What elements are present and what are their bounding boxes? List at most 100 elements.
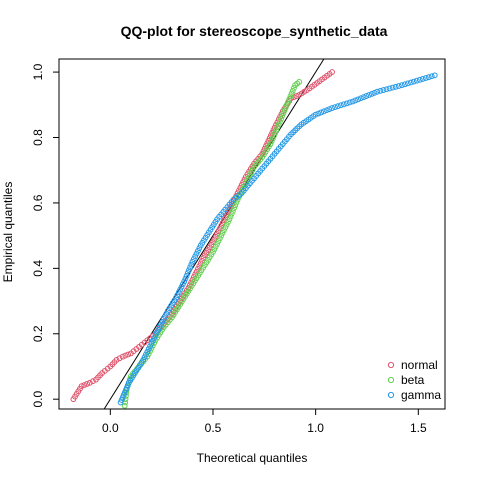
point	[404, 80, 411, 87]
reference-line-layer	[103, 58, 325, 410]
point	[214, 240, 220, 247]
point	[298, 121, 305, 128]
point	[279, 113, 286, 119]
point	[116, 355, 123, 362]
point	[374, 88, 381, 95]
series-normal	[70, 69, 335, 403]
point	[125, 351, 132, 358]
point	[219, 230, 226, 236]
point	[323, 107, 330, 114]
point	[247, 172, 253, 179]
point	[200, 255, 207, 261]
y-tick-label: 0.4	[31, 260, 45, 277]
point	[274, 124, 281, 131]
y-tick-label: 0.8	[31, 129, 45, 146]
point	[296, 78, 303, 85]
point	[422, 75, 429, 81]
point	[121, 402, 128, 409]
point	[174, 292, 181, 298]
point	[127, 350, 134, 357]
point	[226, 216, 233, 223]
point	[169, 314, 175, 321]
point	[193, 275, 200, 282]
point	[380, 87, 387, 93]
point	[306, 85, 313, 92]
point	[315, 110, 322, 117]
point	[296, 92, 303, 98]
point	[145, 346, 152, 352]
point	[236, 194, 242, 200]
point	[163, 310, 170, 317]
series-gamma	[117, 72, 438, 406]
point	[181, 278, 188, 285]
point	[329, 105, 335, 111]
legend-label: gamma	[401, 388, 441, 402]
point	[269, 135, 276, 142]
point	[371, 89, 378, 96]
point	[122, 352, 129, 359]
x-tick-label: 0.0	[102, 421, 119, 435]
point	[263, 160, 270, 167]
point	[318, 109, 325, 116]
point	[293, 93, 300, 99]
point	[177, 301, 184, 308]
x-tick-label: 1.0	[307, 421, 324, 435]
point	[401, 81, 408, 88]
point	[147, 343, 153, 350]
point	[340, 101, 347, 108]
y-axis: 0.0 0.2 0.4 0.6 0.8 1.0	[31, 63, 59, 408]
point	[332, 104, 338, 111]
point	[164, 307, 171, 314]
point	[218, 232, 225, 239]
point	[186, 267, 192, 274]
point	[132, 370, 138, 376]
x-tick-label: 0.5	[205, 421, 222, 435]
reference-line	[103, 58, 325, 410]
point	[155, 327, 162, 333]
point	[216, 235, 223, 242]
point	[410, 78, 417, 85]
point	[205, 229, 212, 236]
y-tick-label: 0.6	[31, 194, 45, 211]
point	[189, 258, 196, 265]
point	[312, 111, 319, 118]
point	[212, 243, 219, 250]
point	[271, 150, 278, 157]
point	[148, 340, 155, 347]
point	[386, 85, 393, 92]
point	[282, 104, 289, 111]
point	[89, 378, 96, 385]
point	[81, 382, 88, 388]
point	[221, 227, 227, 234]
point	[185, 288, 192, 295]
point	[140, 357, 147, 363]
point	[93, 376, 99, 383]
point	[151, 335, 158, 342]
point	[398, 82, 405, 89]
point	[238, 190, 245, 197]
point	[222, 224, 229, 231]
point	[355, 96, 361, 103]
point	[419, 76, 426, 82]
point	[178, 283, 185, 290]
legend-marker	[387, 376, 395, 384]
point	[267, 141, 274, 147]
point	[249, 166, 256, 173]
point	[162, 313, 168, 320]
point	[201, 262, 208, 268]
legend-label: normal	[401, 358, 438, 372]
point	[159, 318, 166, 325]
point	[383, 86, 390, 93]
point	[70, 396, 77, 403]
point	[225, 219, 231, 225]
point	[228, 210, 235, 217]
point	[431, 72, 438, 79]
point	[119, 353, 126, 360]
point	[196, 245, 203, 252]
point	[187, 264, 194, 271]
point	[279, 141, 286, 147]
point	[152, 332, 159, 339]
point	[144, 337, 151, 344]
point	[215, 238, 222, 244]
